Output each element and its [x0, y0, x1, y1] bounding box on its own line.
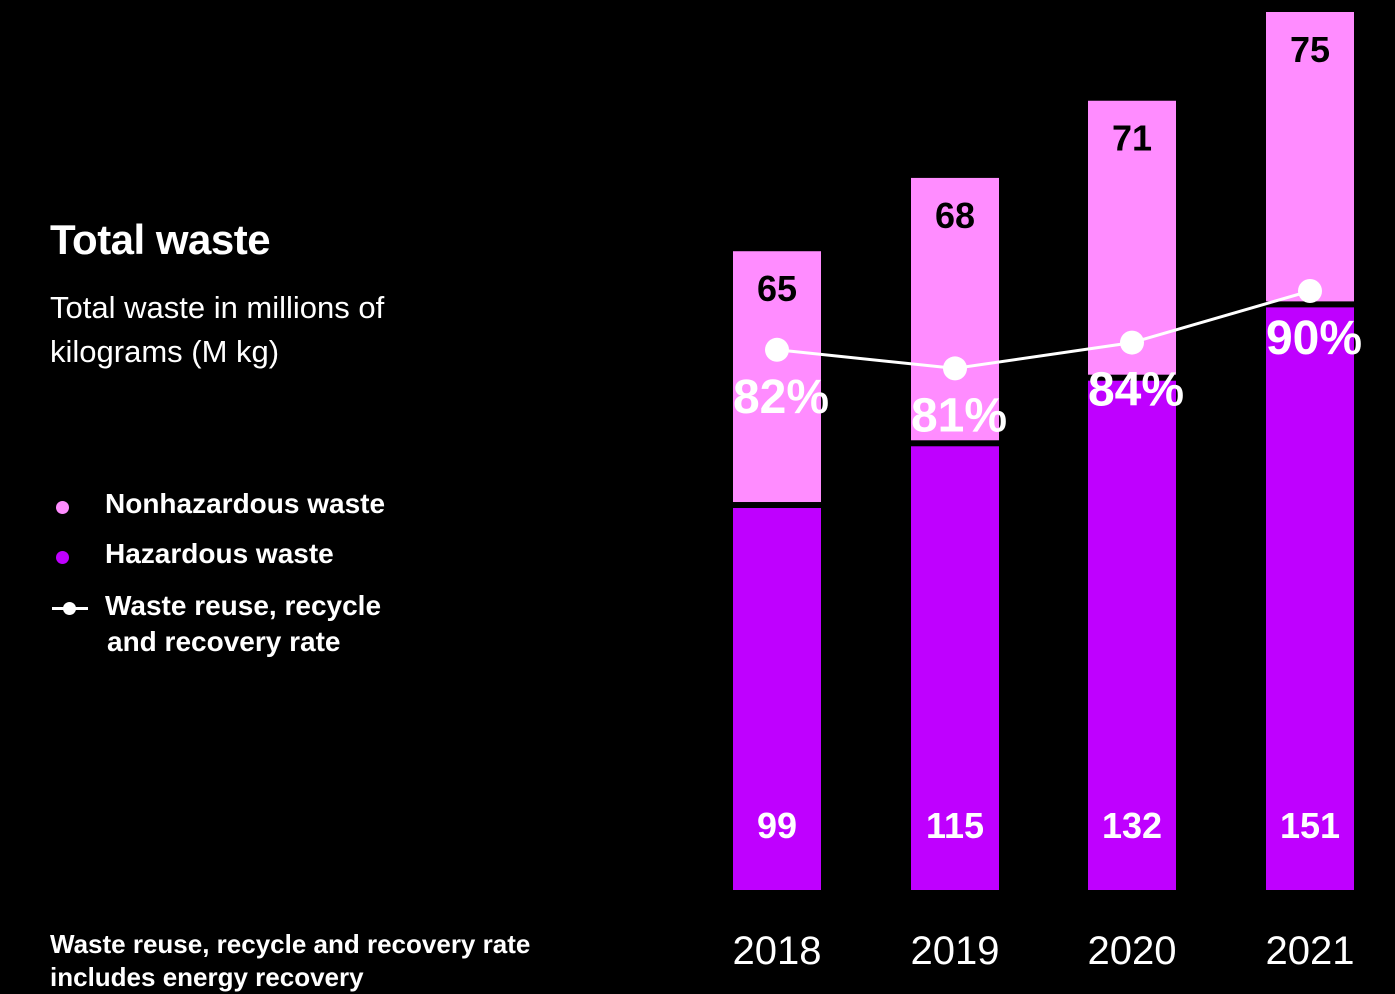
labels-group: 65 99 2018 68 115 2019 71 132 2020 75 151 2021 82% 81…	[733, 29, 1363, 973]
rate-label-2020: 84%	[1088, 364, 1184, 417]
label-nonhazardous-2019: 68	[935, 195, 975, 236]
rate-line	[776, 289, 1311, 370]
rate-point-2021	[1298, 279, 1322, 303]
rate-label-2019: 81%	[911, 389, 1007, 442]
tick-label-2019: 2019	[911, 929, 1000, 973]
legend-label-nonhazardous: Nonhazardous waste	[105, 488, 386, 519]
rate-point-2019	[943, 356, 967, 381]
rate-point-2018	[765, 337, 789, 362]
legend-line-marker-icon	[52, 602, 88, 615]
legend-label-rate-line2: and recovery rate	[107, 626, 341, 657]
chart-title: Total waste	[50, 216, 271, 263]
bar-hazardous-2020	[1088, 380, 1176, 890]
legend-dot-nonhazardous-icon	[56, 501, 69, 514]
bar-nonhazardous-2019	[911, 177, 999, 441]
legend-label-rate: Waste reuse, recycle and recovery rate	[105, 588, 381, 660]
tick-label-2021: 2021	[1266, 929, 1355, 973]
bar-nonhazardous-2021	[1266, 12, 1354, 302]
label-nonhazardous-2021: 75	[1290, 29, 1330, 70]
label-hazardous-2018: 99	[757, 805, 797, 846]
legend-label-rate-line1: Waste reuse, recycle	[105, 590, 382, 621]
label-hazardous-2020: 132	[1102, 805, 1162, 846]
label-hazardous-2021: 151	[1280, 805, 1340, 846]
rate-label-2021: 90%	[1266, 312, 1362, 365]
label-nonhazardous-2018: 65	[757, 268, 797, 309]
bar-hazardous-2021	[1266, 307, 1354, 891]
bar-hazardous-2018	[733, 508, 821, 890]
label-hazardous-2019: 115	[926, 805, 984, 846]
tick-label-2018: 2018	[733, 929, 822, 973]
legend-label-hazardous: Hazardous waste	[105, 538, 334, 569]
legend-dot-hazardous-icon	[56, 551, 69, 564]
tick-label-2020: 2020	[1088, 929, 1177, 973]
bar-hazardous-2019	[911, 446, 999, 890]
rate-label-2018: 82%	[733, 371, 829, 424]
chart-subtitle: Total waste in millions of kilograms (M …	[50, 290, 385, 369]
rate-line-group	[765, 279, 1322, 381]
label-nonhazardous-2020: 71	[1112, 118, 1152, 159]
footnote: Waste reuse, recycle and recovery rate i…	[50, 929, 531, 992]
rate-point-2020	[1120, 330, 1144, 355]
bars-group	[733, 12, 1354, 891]
bar-nonhazardous-2020	[1088, 100, 1176, 375]
bar-nonhazardous-2018	[733, 251, 821, 503]
